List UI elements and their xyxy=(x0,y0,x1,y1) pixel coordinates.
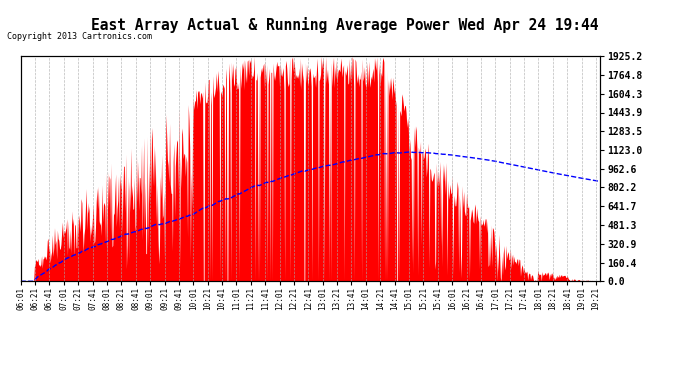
Text: East Array Actual & Running Average Power Wed Apr 24 19:44: East Array Actual & Running Average Powe… xyxy=(91,17,599,33)
Text: Copyright 2013 Cartronics.com: Copyright 2013 Cartronics.com xyxy=(7,32,152,41)
